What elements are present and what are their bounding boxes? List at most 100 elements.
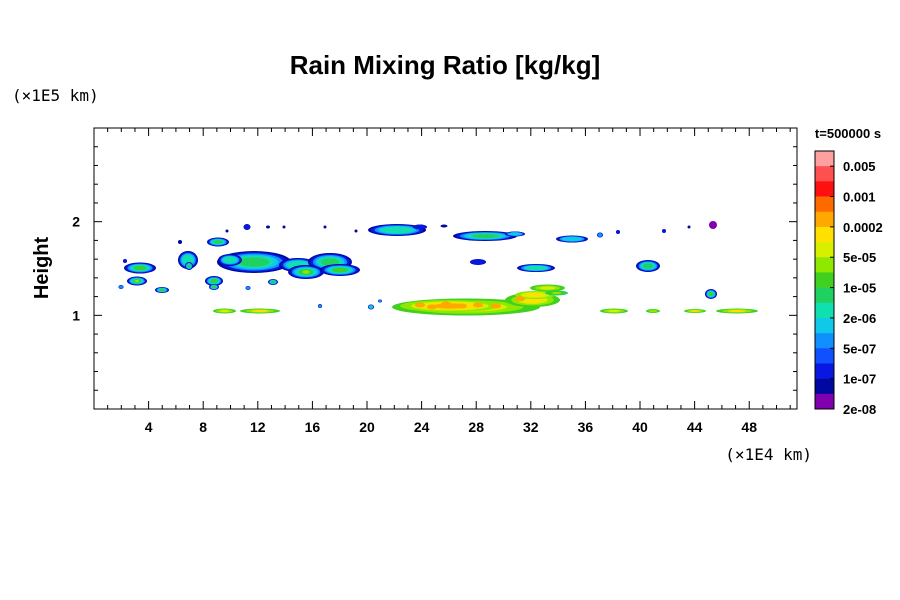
contour-patch <box>616 230 620 234</box>
x-unit-label: (×1E4 km) <box>725 445 812 464</box>
contour-patch <box>282 225 286 229</box>
colorbar-swatch <box>815 287 834 304</box>
colorbar-swatch <box>815 226 834 243</box>
x-tick-label: 28 <box>468 419 484 435</box>
colorbar-label: 0.0002 <box>843 220 883 235</box>
contour-patch <box>642 263 654 269</box>
colorbar-label: 2e-06 <box>843 311 876 326</box>
contour-patch <box>608 309 620 313</box>
contour-patch <box>728 309 746 313</box>
contour-patch <box>320 258 340 266</box>
colorbar-swatch <box>815 348 834 364</box>
colorbar-swatch <box>815 378 834 395</box>
x-tick-label: 48 <box>741 419 757 435</box>
y-axis: 12 <box>72 146 797 391</box>
colorbar-swatch <box>815 302 834 319</box>
contour-patch <box>597 233 603 237</box>
colorbar: 0.005 0.001 0.0002 5e-05 1e-05 2e-06 5e-07 1e-0… <box>814 150 883 417</box>
colorbar-label: 5e-05 <box>843 250 876 265</box>
y-unit-label: (×1E5 km) <box>12 86 99 105</box>
contour-patch <box>525 265 547 271</box>
chart-title: Rain Mixing Ratio [kg/kg] <box>290 50 601 80</box>
x-tick-label: 44 <box>687 419 703 435</box>
contour-patch <box>369 305 373 309</box>
contour-patch <box>318 304 322 308</box>
contour-patch <box>213 240 223 244</box>
contour-patch <box>119 285 123 289</box>
x-tick-label: 8 <box>199 419 207 435</box>
contour-patch <box>238 257 270 267</box>
colorbar-swatch <box>815 333 834 349</box>
colorbar-label: 1e-07 <box>843 372 876 387</box>
x-tick-label: 32 <box>523 419 539 435</box>
colorbar-label: 0.001 <box>843 190 876 205</box>
contour-patch <box>178 240 182 244</box>
contour-patch <box>508 232 522 236</box>
contour-patch <box>302 270 310 274</box>
contour-patch <box>378 299 382 303</box>
contour-patch <box>187 264 191 268</box>
colorbar-swatch <box>815 181 834 197</box>
rain-contours <box>118 221 758 316</box>
colorbar-swatch <box>815 166 834 182</box>
contour-patch <box>427 304 437 310</box>
colorbar-swatch <box>815 196 834 213</box>
contour-patch <box>270 280 276 284</box>
colorbar-swatch <box>815 257 834 273</box>
contour-patch <box>551 291 562 295</box>
colorbar-frame <box>814 150 835 410</box>
contour-patch <box>219 309 230 313</box>
contour-patch <box>471 233 499 239</box>
contour-patch <box>223 256 237 264</box>
x-tick-label: 12 <box>250 419 266 435</box>
x-tick-label: 16 <box>305 419 321 435</box>
contour-patch <box>690 310 700 312</box>
contour-patch <box>709 221 717 229</box>
colorbar-label: 1e-05 <box>843 281 876 296</box>
colorbar-swatch <box>815 211 834 228</box>
colorbar-swatch <box>815 363 834 379</box>
contour-patch <box>561 236 583 242</box>
contour-patch <box>662 229 666 233</box>
contour-patch <box>246 286 250 290</box>
y-tick-label: 1 <box>72 307 80 323</box>
contour-patch <box>515 296 525 302</box>
colorbar-swatch <box>815 393 834 410</box>
contour-patch <box>243 224 251 230</box>
contour-patch <box>526 293 544 297</box>
x-tick-label: 24 <box>414 419 430 435</box>
x-tick-label: 4 <box>145 419 153 435</box>
contour-patch <box>415 302 425 308</box>
contour-patch <box>457 303 467 309</box>
colorbar-swatch <box>815 242 834 258</box>
contour-patch <box>491 303 501 309</box>
contour-patch <box>323 225 327 229</box>
contour-patch <box>540 286 555 290</box>
contour-patch <box>441 301 451 307</box>
contour-patch <box>354 229 358 233</box>
colorbar-swatch <box>815 272 834 288</box>
contour-patch <box>266 225 270 229</box>
contour-patch <box>123 259 127 263</box>
colorbar-label: 0.005 <box>843 159 876 174</box>
contour-patch <box>648 309 658 313</box>
contour-patch <box>159 289 165 291</box>
contour-patch <box>473 302 483 308</box>
x-tick-label: 20 <box>359 419 375 435</box>
y-tick-label: 2 <box>72 214 80 230</box>
contour-patch <box>334 268 346 272</box>
plot-frame <box>93 127 798 410</box>
contour-patch <box>212 286 216 288</box>
contour-patch <box>413 224 427 230</box>
x-tick-label: 36 <box>578 419 594 435</box>
contour-patch <box>135 279 139 283</box>
x-axis: 4 8 12 16 20 24 28 32 36 40 44 48 <box>107 128 791 435</box>
y-axis-label: Height <box>31 237 53 300</box>
contour-patch <box>470 259 486 265</box>
contour-patch <box>211 279 217 283</box>
x-tick-label: 40 <box>632 419 648 435</box>
contour-patch <box>225 229 229 233</box>
contour-patch <box>440 224 448 228</box>
contour-patch <box>709 292 713 296</box>
